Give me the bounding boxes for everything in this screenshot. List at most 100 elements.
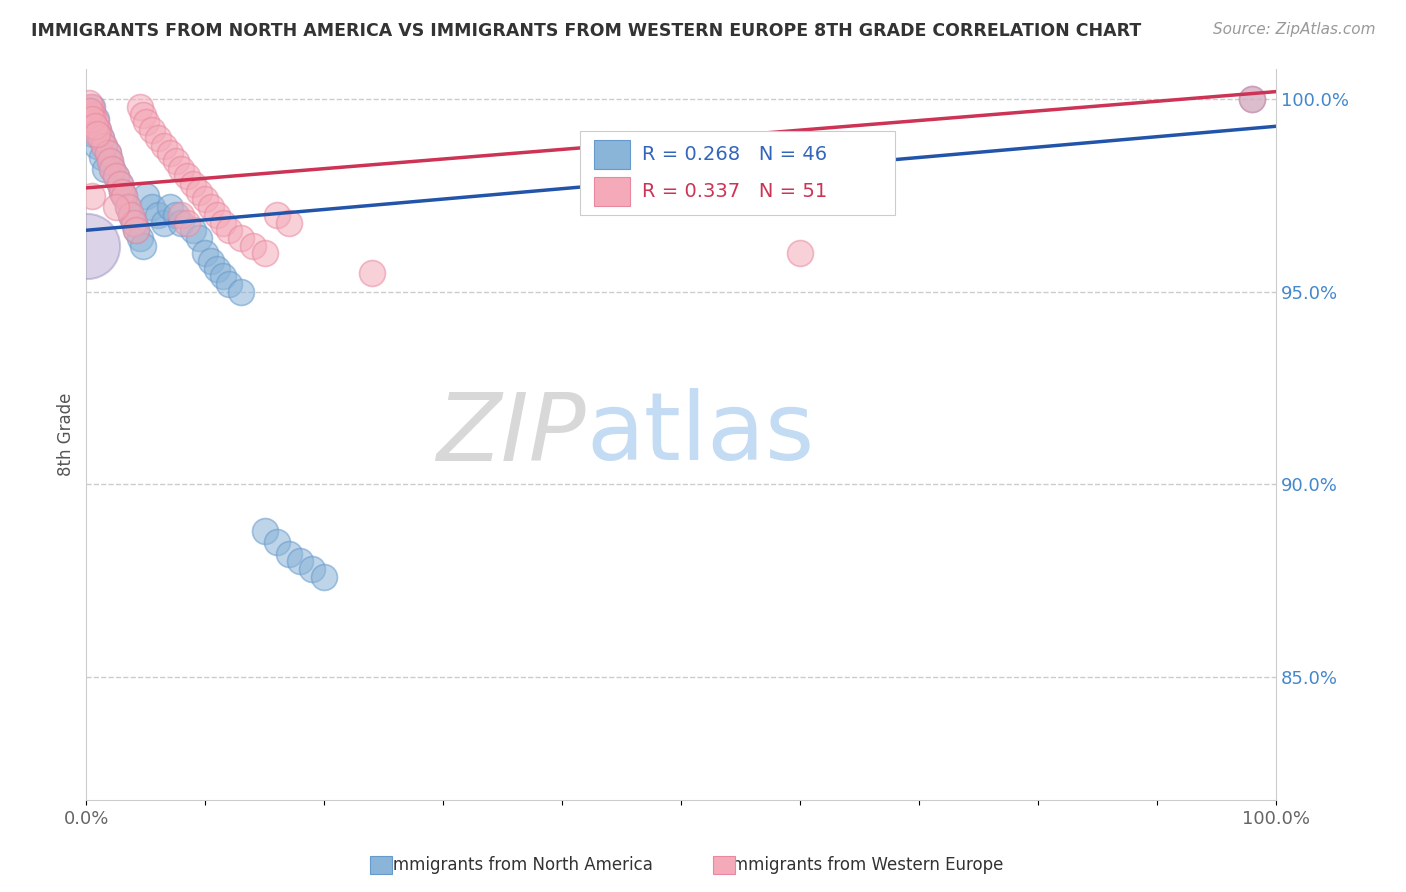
Point [86,138,108,153]
Point [314,570,336,584]
Point [112,188,135,202]
Point [117,200,139,214]
Point [159,146,181,161]
Point [82,100,104,114]
Point [111,185,134,199]
Point [183,177,205,191]
Point [194,246,217,260]
Point [152,216,174,230]
FancyBboxPatch shape [581,131,896,215]
Point [121,208,143,222]
Bar [595,177,630,206]
Text: atlas: atlas [586,388,814,481]
Point [188,231,211,245]
Point [200,200,222,214]
Text: ZIP: ZIP [436,389,586,480]
Point [108,177,131,191]
Point [122,216,145,230]
Point [141,200,163,214]
Point [80,100,103,114]
Point [90,131,112,145]
Point [205,208,228,222]
Text: Source: ZipAtlas.com: Source: ZipAtlas.com [1212,22,1375,37]
Point [101,161,124,176]
Point [183,223,205,237]
Point [108,177,131,191]
Point [87,123,110,137]
Point [82,188,104,202]
Point [200,254,222,268]
Point [301,562,323,576]
Point [194,193,217,207]
Text: IMMIGRANTS FROM NORTH AMERICA VS IMMIGRANTS FROM WESTERN EUROPE 8TH GRADE CORREL: IMMIGRANTS FROM NORTH AMERICA VS IMMIGRA… [31,22,1142,40]
Point [125,223,148,237]
Point [165,153,187,168]
Point [132,238,155,252]
Point [176,169,198,184]
Point [229,285,252,299]
Point [152,138,174,153]
Point [266,535,288,549]
Point [218,223,240,237]
Y-axis label: 8th Grade: 8th Grade [58,392,75,476]
Point [290,554,312,568]
Point [789,246,811,260]
Point [93,138,115,153]
Point [82,127,104,141]
Point [218,277,240,292]
Point [105,169,128,184]
Point [111,185,134,199]
Point [135,115,157,129]
Point [277,547,299,561]
Point [170,208,193,222]
Text: R = 0.268   N = 46: R = 0.268 N = 46 [643,145,827,164]
Point [77,96,100,111]
Point [205,261,228,276]
Point [176,216,198,230]
Point [97,146,120,161]
Point [125,223,148,237]
Point [141,123,163,137]
Point [212,216,235,230]
Point [277,216,299,230]
Text: Immigrants from North America: Immigrants from North America [388,856,652,874]
Point [135,188,157,202]
Point [83,120,105,134]
Point [117,200,139,214]
Point [76,238,98,252]
Point [87,123,110,137]
Point [84,115,107,129]
Point [77,103,100,118]
Point [128,100,150,114]
Point [266,208,288,222]
Point [128,231,150,245]
Point [98,153,121,168]
Point [132,108,155,122]
Point [170,216,193,230]
Bar [595,140,630,169]
Point [105,200,128,214]
Point [79,115,101,129]
Text: R = 0.337   N = 51: R = 0.337 N = 51 [643,182,827,201]
Point [212,269,235,284]
Point [165,208,187,222]
Point [242,238,264,252]
Point [360,266,382,280]
Point [93,138,115,153]
Point [82,108,104,122]
Point [122,216,145,230]
Point [121,208,143,222]
Point [253,246,276,260]
Point [86,127,108,141]
Point [101,161,124,176]
Point [79,103,101,118]
Point [229,231,252,245]
Point [146,208,169,222]
Point [105,169,128,184]
Point [188,185,211,199]
Text: Immigrants from Western Europe: Immigrants from Western Europe [727,856,1002,874]
Point [90,150,112,164]
Point [97,146,120,161]
Point [82,112,104,126]
Point [253,524,276,538]
